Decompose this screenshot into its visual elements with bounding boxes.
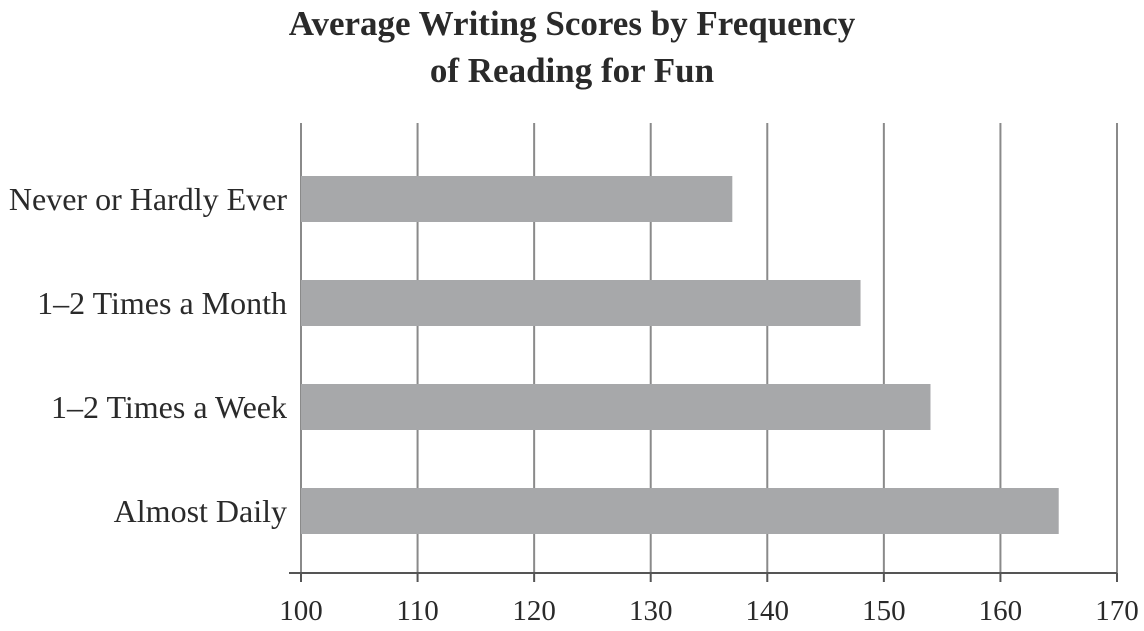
x-tick-label-130: 130 xyxy=(629,595,673,627)
x-tick-label-150: 150 xyxy=(862,595,906,627)
x-tick-label-170: 170 xyxy=(1095,595,1139,627)
category-label-1: 1–2 Times a Month xyxy=(37,285,287,321)
x-tick-label-160: 160 xyxy=(979,595,1023,627)
x-tick-label-110: 110 xyxy=(396,595,438,627)
chart-title-line-2: of Reading for Fun xyxy=(429,51,715,90)
chart-title-line-1: Average Writing Scores by Frequency xyxy=(288,4,856,43)
category-label-3: Almost Daily xyxy=(114,493,287,529)
x-tick-label-140: 140 xyxy=(746,595,790,627)
x-axis: 100 110 120 130 140 150 160 170 xyxy=(279,572,1139,627)
bar-1 xyxy=(301,280,861,326)
bar-2 xyxy=(301,384,931,430)
x-tick-label-100: 100 xyxy=(279,595,323,627)
bars xyxy=(301,176,1059,534)
category-label-0: Never or Hardly Ever xyxy=(9,181,287,217)
category-label-2: 1–2 Times a Week xyxy=(51,389,287,425)
category-labels: Never or Hardly Ever 1–2 Times a Month 1–2… xyxy=(9,181,287,529)
bar-3 xyxy=(301,488,1059,534)
bar-0 xyxy=(301,176,733,222)
x-tick-label-120: 120 xyxy=(512,595,556,627)
chart-title: Average Writing Scores by Frequency of R… xyxy=(0,0,1144,94)
